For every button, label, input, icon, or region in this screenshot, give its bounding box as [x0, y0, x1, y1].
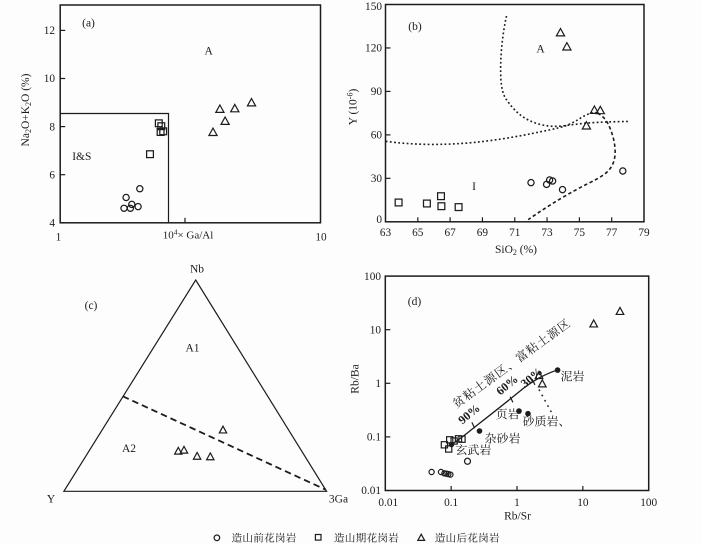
svg-text:Rb/Sr: Rb/Sr: [504, 511, 531, 523]
svg-text:104× Ga/Al: 104× Ga/Al: [163, 228, 214, 242]
svg-text:67: 67: [444, 227, 456, 239]
svg-text:10: 10: [370, 324, 382, 336]
svg-text:A2: A2: [122, 443, 136, 455]
svg-text:Rb/Ba: Rb/Ba: [350, 364, 362, 393]
svg-text:120: 120: [365, 43, 382, 55]
svg-text:Nb: Nb: [190, 263, 204, 275]
svg-text:3Ga: 3Ga: [329, 493, 348, 505]
svg-text:10: 10: [577, 497, 589, 509]
svg-text:Y: Y: [47, 493, 56, 505]
svg-text:79: 79: [638, 227, 650, 239]
svg-text:10: 10: [315, 231, 327, 243]
svg-text:77: 77: [606, 227, 618, 239]
svg-text:65: 65: [412, 227, 424, 239]
svg-text:I&S: I&S: [72, 151, 91, 163]
svg-text:8: 8: [49, 121, 55, 133]
svg-text:1: 1: [375, 378, 381, 390]
svg-text:(d): (d): [408, 296, 422, 308]
svg-text:6: 6: [49, 169, 55, 181]
svg-text:100: 100: [364, 271, 381, 283]
svg-text:4: 4: [49, 218, 55, 230]
svg-text:0: 0: [376, 214, 382, 226]
svg-text:1: 1: [56, 231, 62, 243]
svg-text:69: 69: [477, 227, 489, 239]
svg-text:Na2O+K2O (%): Na2O+K2O (%): [20, 73, 33, 146]
svg-text:(b): (b): [408, 21, 422, 33]
svg-text:0.01: 0.01: [378, 497, 398, 509]
svg-text:60: 60: [371, 130, 383, 142]
svg-text:10: 10: [44, 73, 56, 85]
svg-text:100: 100: [640, 497, 657, 509]
svg-text:1: 1: [514, 497, 520, 509]
svg-text:A1: A1: [185, 342, 199, 354]
svg-text:90: 90: [371, 86, 383, 98]
svg-text:73: 73: [541, 227, 553, 239]
svg-text:A: A: [205, 45, 214, 57]
svg-text:0.01: 0.01: [361, 485, 381, 497]
svg-text:0.1: 0.1: [444, 497, 458, 509]
svg-text:(c): (c): [85, 300, 98, 312]
svg-text:150: 150: [365, 1, 382, 13]
svg-text:(a): (a): [82, 18, 95, 30]
svg-text:63: 63: [380, 227, 392, 239]
svg-text:12: 12: [44, 25, 56, 37]
svg-text:I: I: [472, 181, 476, 193]
svg-text:71: 71: [509, 227, 520, 239]
svg-text:30: 30: [371, 173, 383, 185]
svg-text:0.1: 0.1: [367, 432, 381, 444]
svg-text:A: A: [536, 43, 545, 55]
svg-text:SiO2 (%): SiO2 (%): [495, 244, 537, 257]
svg-text:75: 75: [574, 227, 586, 239]
